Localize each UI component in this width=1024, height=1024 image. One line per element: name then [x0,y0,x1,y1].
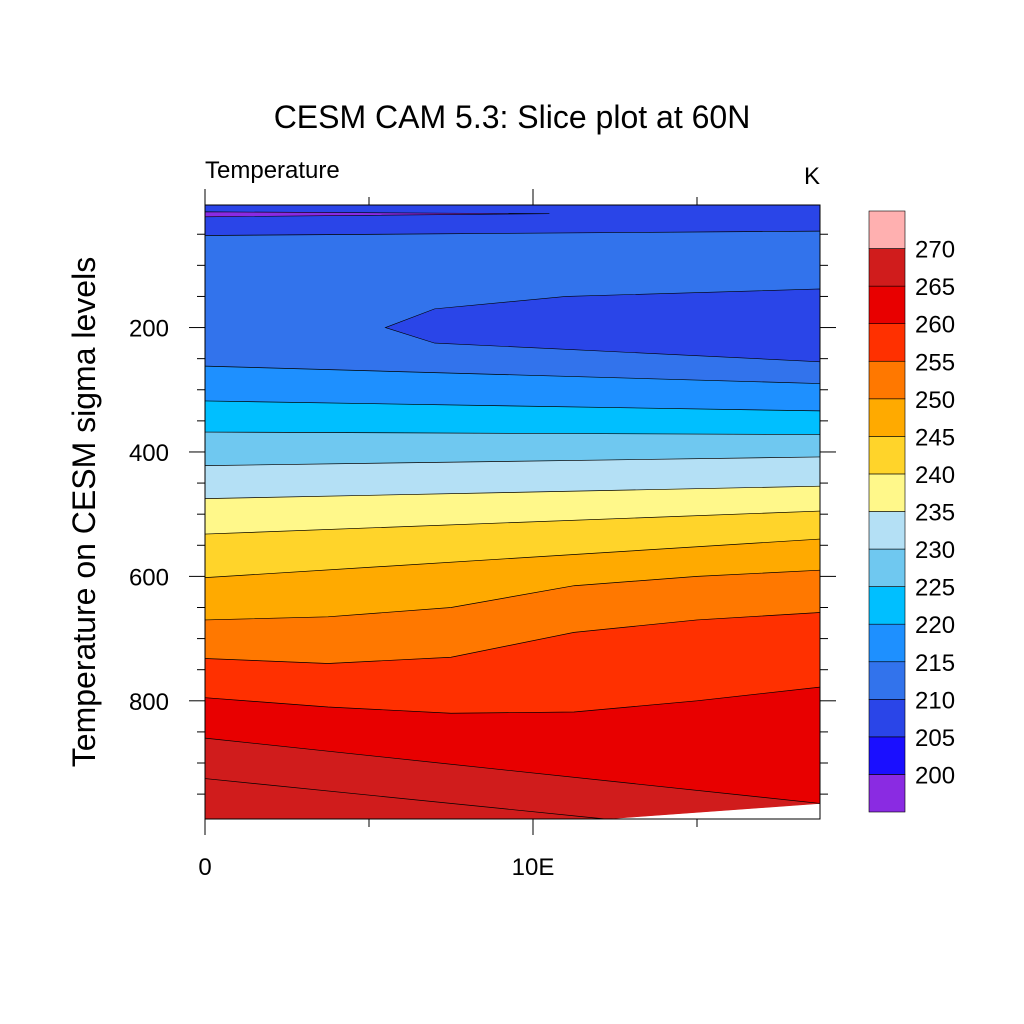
contour-line-230 [204,485,821,499]
contour-line-260 [204,737,821,804]
contour-line-265 [204,778,606,820]
contour-line-210 [204,365,821,384]
contour-line-225 [204,456,821,467]
colorbar: 200 205 210 215 220 225 230 235 240 245 250 255 260 2… [868,210,955,813]
colorbar-label: 235 [915,500,955,527]
left-string: Temperature [205,157,340,184]
contour-line-220 [204,431,821,435]
colorbar-swatch [868,360,906,400]
colorbar-label: 260 [915,312,955,339]
x-tick-label: 0 [198,854,211,881]
colorbar-swatch [868,586,906,625]
x-tick-label: 10E [512,854,555,881]
colorbar-label: 230 [915,537,955,564]
colorbar-label: 210 [915,687,955,714]
colorbar-swatch [868,323,906,362]
colorbar-label: 215 [915,650,955,677]
colorbar-label: 250 [915,387,955,414]
y-tick-label: 200 [129,316,169,343]
contour-line-235 [204,510,821,535]
chart-title: CESM CAM 5.3: Slice plot at 60N [274,99,751,135]
colorbar-label: 205 [915,725,955,752]
colorbar-swatch [868,436,906,475]
contour-line-245 [204,569,821,621]
colorbar-swatch [868,511,906,550]
right-string: K [804,163,820,190]
contour-band-205 [204,204,821,236]
contour-fills [204,204,821,820]
colorbar-swatch [868,473,906,512]
y-tick-label: 800 [129,689,169,716]
colorbar-swatch [868,285,906,324]
y-tick-label: 400 [129,440,169,467]
colorbar-label: 245 [915,424,955,451]
contour-line-255 [204,686,821,714]
contour-line-250 [204,612,821,664]
colorbar-swatch [868,699,906,738]
axis-ticks: 0 10E 200 400 600 800 [129,189,836,881]
colorbar-swatch [868,774,906,813]
colorbar-swatch [868,661,906,700]
colorbar-label: 270 [915,237,955,264]
contour-line-215 [204,400,821,412]
colorbar-swatch [868,248,906,287]
colorbar-label: 220 [915,612,955,639]
colorbar-label: 225 [915,575,955,602]
contour-line-205 [204,230,821,236]
colorbar-label: 200 [915,762,955,789]
colorbar-swatch [868,398,906,437]
y-tick-label: 600 [129,564,169,591]
colorbar-swatch [868,210,906,249]
y-axis-label: Temperature on CESM sigma levels [66,257,102,767]
plot-frame [204,204,821,820]
colorbar-swatch [868,623,906,663]
contour-lines [204,230,821,820]
colorbar-label: 265 [915,274,955,301]
colorbar-swatch [868,736,906,775]
colorbar-label: 255 [915,349,955,376]
colorbar-label: 240 [915,462,955,489]
contour-line-240 [204,538,821,578]
colorbar-swatch [868,548,906,587]
